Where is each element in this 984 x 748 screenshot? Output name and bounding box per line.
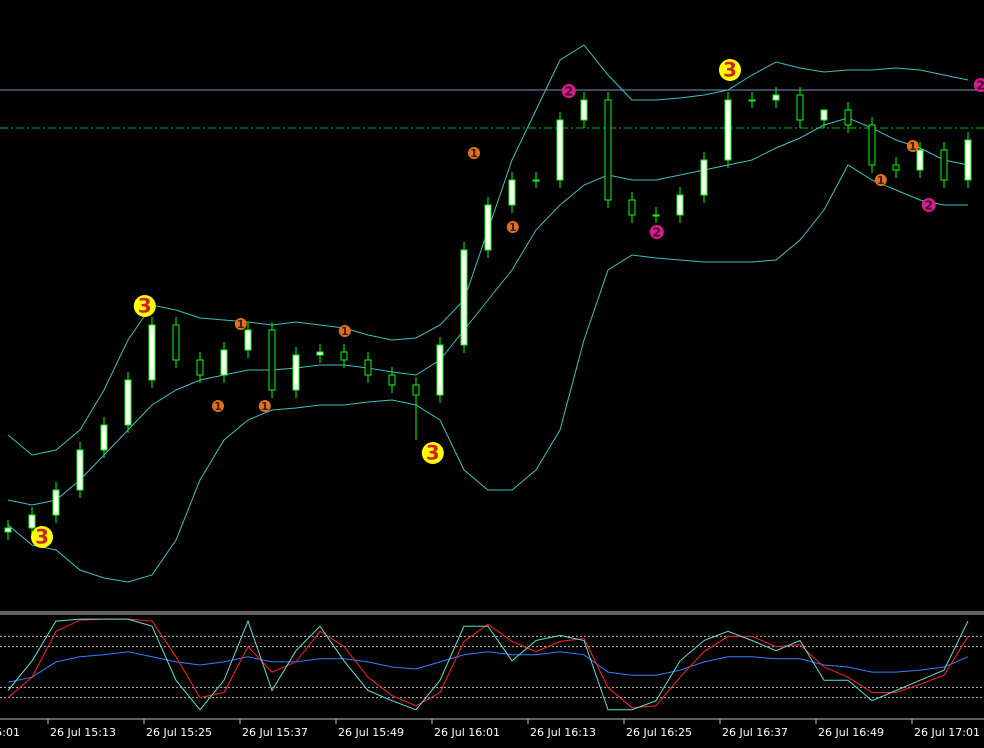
signal-marker [906,140,919,152]
x-tick-label: 26 Jul 15:25 [146,726,212,739]
candle-body [244,329,252,351]
signal-label: 1 [214,400,222,413]
candle-body [460,249,468,346]
candle-body [772,94,780,101]
candle-body [820,109,828,121]
candle-body [724,99,732,161]
candle-body [916,149,924,171]
candle-body [268,329,276,391]
oscillator-line [7,618,969,711]
signal-marker [719,59,741,81]
x-tick-label: 26 Jul 15:01 [0,726,20,739]
signal-marker [133,295,156,317]
candle-body [700,159,708,196]
signal-label: 1 [261,400,269,413]
candle-body [844,109,852,126]
signal-marker [468,147,480,159]
signal-label: 3 [138,295,152,318]
signal-label: 1 [237,318,245,331]
candle-body [124,379,132,426]
x-tick-label: 26 Jul 15:37 [242,726,308,739]
signal-label: 1 [877,174,885,187]
signal-label: 1 [509,221,517,234]
band-line [7,164,968,583]
signal-label: 2 [976,78,984,93]
candle-body [868,124,876,166]
candle-body [580,99,588,121]
candle-body [748,99,756,102]
candle-body [484,204,492,251]
signal-label: 2 [924,198,933,213]
candle-body [436,344,444,396]
candle-body [964,139,972,181]
candle-body [4,527,12,533]
signal-label: 2 [564,84,573,99]
candle-body [100,424,108,451]
signal-marker [561,84,576,98]
candle-body [796,94,804,121]
candle-body [388,374,396,386]
signal-marker [874,174,887,186]
x-tick-label: 26 Jul 15:49 [338,726,404,739]
signal-label: 1 [341,325,349,338]
x-tick-label: 26 Jul 16:37 [722,726,788,739]
signal-label: 3 [426,442,440,465]
candle-body [220,349,228,376]
candle-body [508,179,516,206]
signal-marker [921,198,936,212]
signal-marker [506,221,519,233]
candle-body [172,324,180,361]
signal-marker [973,78,984,92]
oscillator-line [7,618,969,709]
x-tick-label: 26 Jul 17:01 [914,726,980,739]
signal-marker [338,325,351,337]
candle-body [628,199,636,216]
signal-marker [649,225,664,239]
candle-body [556,119,564,181]
x-tick-label: 26 Jul 16:01 [434,726,500,739]
signal-marker [421,442,444,464]
candle-body [412,384,420,396]
candle-body [892,164,900,171]
signal-marker [31,526,53,548]
signal-marker [212,400,224,412]
candle-body [940,149,948,181]
candle-body [76,449,84,491]
candle-body [292,354,300,391]
candle-body [148,324,156,381]
candle-body [340,351,348,361]
signal-label: 1 [909,140,917,153]
candle-body [532,179,540,182]
candle-body [364,359,372,376]
x-tick-label: 26 Jul 16:13 [530,726,596,739]
candle-body [676,194,684,216]
candle-body [604,99,612,201]
signal-label: 3 [723,59,737,82]
signal-marker [258,400,271,412]
candle-body [316,351,324,356]
band-line [7,117,969,506]
x-tick-label: 26 Jul 16:25 [626,726,692,739]
x-tick-label: 26 Jul 16:49 [818,726,884,739]
candle-body [52,489,60,516]
oscillator-line [7,651,969,683]
candle-body [28,514,36,529]
signal-label: 3 [35,526,49,549]
candle-body [196,359,204,376]
candle-body [652,214,660,217]
x-tick-label: 26 Jul 15:13 [50,726,116,739]
signal-label: 1 [470,147,478,160]
signal-label: 2 [652,225,661,240]
signal-marker [234,318,247,330]
